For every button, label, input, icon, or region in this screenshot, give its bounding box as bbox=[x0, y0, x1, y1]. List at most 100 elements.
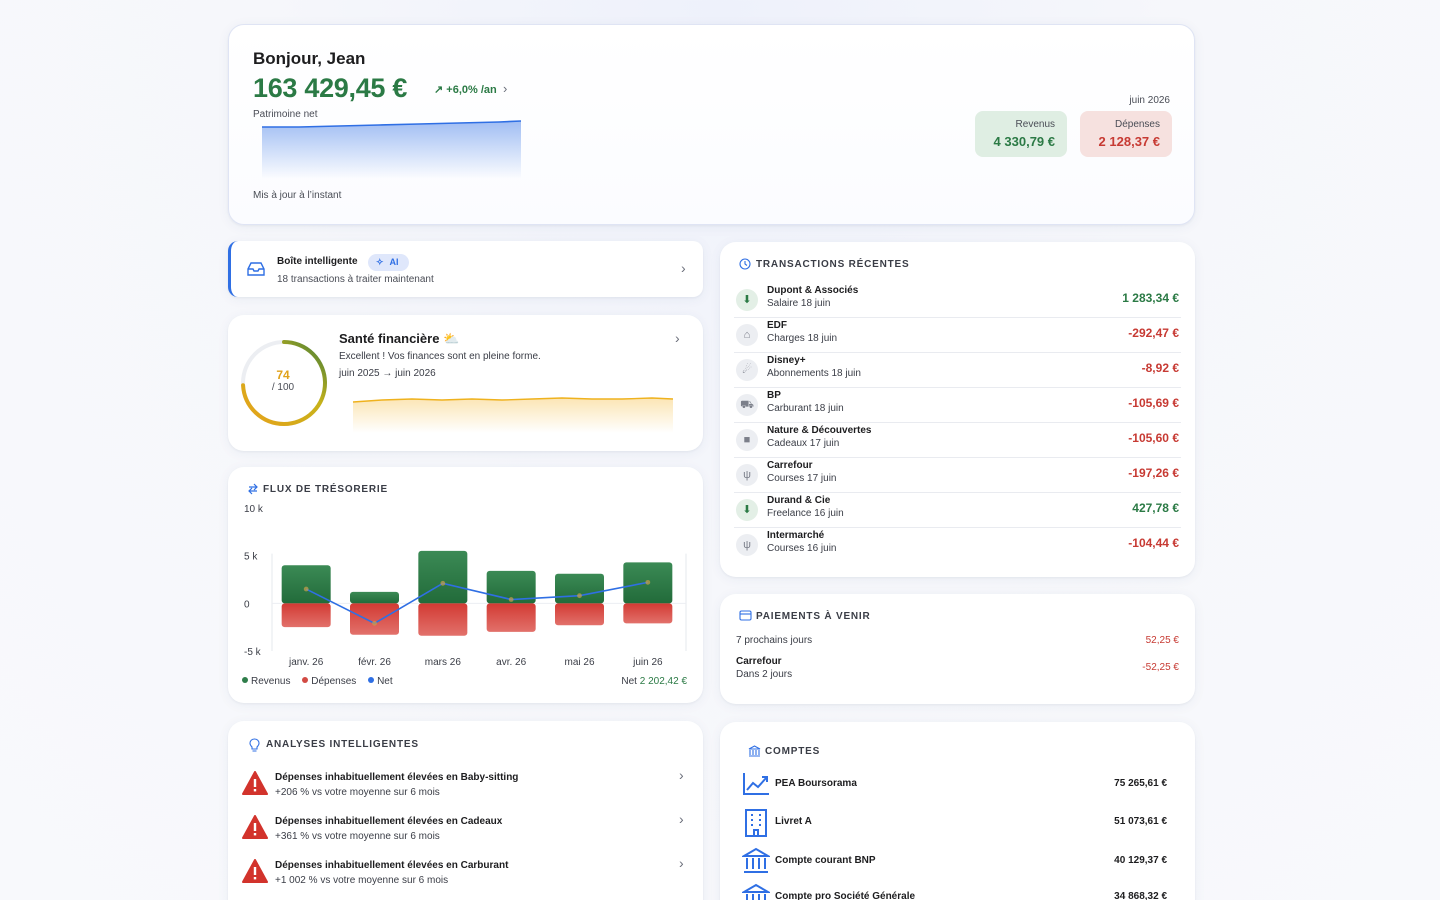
transaction-merchant: Dupont & Associés bbox=[767, 285, 859, 296]
insight-item[interactable]: Dépenses inhabituellement élevées en Bab… bbox=[228, 767, 703, 807]
net-point bbox=[577, 593, 582, 599]
net-total-value: 2 202,42 € bbox=[639, 676, 687, 687]
x-tick-label: juin 26 bbox=[632, 657, 663, 668]
x-tick-label: févr. 26 bbox=[358, 657, 391, 668]
insight-subtitle: +206 % vs votre moyenne sur 6 mois bbox=[275, 787, 440, 798]
transaction-row[interactable]: ⌂ EDF Charges 18 juin -292,47 € bbox=[734, 318, 1181, 353]
transaction-amount: -8,92 € bbox=[1141, 361, 1179, 375]
inbox-subtitle: 18 transactions à traiter maintenant bbox=[277, 274, 434, 285]
warning-icon bbox=[242, 859, 268, 883]
legend-income-label: Revenus bbox=[251, 676, 291, 687]
account-balance: 51 073,61 € bbox=[1114, 816, 1167, 827]
account-balance: 40 129,37 € bbox=[1114, 855, 1167, 866]
bank-icon bbox=[748, 745, 761, 757]
income-icon: ⬇ bbox=[736, 289, 758, 311]
health-score: 74 / 100 bbox=[263, 368, 303, 393]
income-bar bbox=[281, 565, 331, 604]
cash-flow-title: FLUX DE TRÉSORERIE bbox=[263, 484, 388, 495]
subscription-icon: ☄ bbox=[736, 359, 758, 381]
home-icon: ⌂ bbox=[736, 324, 758, 346]
chevron-right-icon[interactable]: › bbox=[681, 260, 686, 276]
income-label: Revenus bbox=[1015, 119, 1055, 130]
gift-icon: ■ bbox=[736, 429, 758, 451]
dot-icon bbox=[242, 677, 248, 683]
health-subtitle: Excellent ! Vos finances sont en pleine … bbox=[339, 351, 541, 362]
accounts-card: COMPTES PEA Boursorama 75 265,61 € Livre… bbox=[720, 722, 1195, 900]
net-worth-card: Bonjour, Jean 163 429,45 € ↗ +6,0% /an ›… bbox=[228, 24, 1195, 225]
financial-health-card[interactable]: 74 / 100 Santé financière ⛅ Excellent ! … bbox=[228, 315, 703, 451]
x-tick-label: janv. 26 bbox=[288, 657, 324, 668]
y-tick-label: 10 k bbox=[244, 504, 264, 515]
legend-expense-label: Dépenses bbox=[311, 676, 357, 687]
transaction-row[interactable]: ψ Carrefour Courses 17 juin -197,26 € bbox=[734, 458, 1181, 493]
insight-item[interactable]: Dépenses inhabituellement élevées en Car… bbox=[228, 855, 703, 895]
expense-bar bbox=[555, 603, 604, 626]
net-point bbox=[303, 586, 309, 592]
transaction-row[interactable]: ⬇ Durand & Cie Freelance 16 juin 427,78 € bbox=[734, 493, 1181, 528]
chevron-right-icon[interactable]: › bbox=[503, 81, 508, 96]
bank-icon bbox=[742, 847, 770, 873]
expense-bar bbox=[418, 603, 468, 636]
income-bar bbox=[418, 550, 468, 604]
net-line bbox=[305, 581, 648, 625]
transaction-amount: -104,44 € bbox=[1128, 536, 1179, 550]
upcoming-item-name[interactable]: Carrefour bbox=[736, 656, 782, 667]
income-summary[interactable]: Revenus 4 330,79 € bbox=[975, 111, 1067, 157]
net-worth-sparkline bbox=[262, 120, 522, 179]
legend-net-label: Net bbox=[377, 676, 393, 687]
dot-icon bbox=[302, 677, 309, 683]
insight-title: Dépenses inhabituellement élevées en Bab… bbox=[275, 772, 519, 783]
expense-value: 2 128,37 € bbox=[1098, 134, 1160, 149]
expense-bar bbox=[623, 603, 673, 624]
insight-subtitle: +1 002 % vs votre moyenne sur 6 mois bbox=[275, 875, 449, 886]
net-point bbox=[372, 620, 377, 626]
chevron-right-icon[interactable]: › bbox=[675, 330, 680, 346]
dot-icon bbox=[368, 677, 375, 683]
transaction-row[interactable]: ☄ Disney+ Abonnements 18 juin -8,92 € bbox=[734, 353, 1181, 388]
sun-cloud-icon: ⛅ bbox=[443, 331, 460, 346]
health-score-gauge bbox=[241, 340, 327, 426]
lightbulb-icon bbox=[249, 738, 260, 752]
account-row[interactable]: Compte courant BNP 40 129,37 € bbox=[740, 844, 1171, 880]
updated-text: Mis à jour à l’instant bbox=[253, 190, 342, 201]
insight-title: Dépenses inhabituellement élevées en Car… bbox=[275, 860, 509, 871]
health-sparkline bbox=[352, 397, 674, 433]
transaction-row[interactable]: ■ Nature & Découvertes Cadeaux 17 juin -105… bbox=[734, 423, 1181, 458]
account-row[interactable]: Livret A 51 073,61 € bbox=[740, 805, 1171, 841]
transaction-amount: 427,78 € bbox=[1132, 501, 1179, 515]
account-name: Compte courant BNP bbox=[775, 855, 876, 866]
smart-inbox-card[interactable]: Boîte intelligente ✧ AI 18 transactions à… bbox=[228, 241, 703, 297]
expense-summary[interactable]: Dépenses 2 128,37 € bbox=[1080, 111, 1172, 157]
x-tick-label: avr. 26 bbox=[496, 657, 526, 668]
ai-badge-label: AI bbox=[389, 257, 399, 267]
accounts-title: COMPTES bbox=[765, 746, 821, 757]
account-balance: 34 868,32 € bbox=[1114, 891, 1167, 900]
expense-bar bbox=[281, 603, 331, 628]
health-score-max: / 100 bbox=[271, 382, 295, 393]
account-name: Compte pro Société Générale bbox=[775, 891, 916, 900]
chevron-right-icon[interactable]: › bbox=[679, 855, 684, 871]
chart-legend: Revenus Dépenses Net bbox=[242, 676, 402, 687]
net-total: Net 2 202,42 € bbox=[621, 676, 687, 687]
account-row[interactable]: Compte pro Société Générale 34 868,32 € bbox=[740, 880, 1171, 900]
account-row[interactable]: PEA Boursorama 75 265,61 € bbox=[740, 767, 1171, 803]
transaction-category: Freelance 16 juin bbox=[767, 508, 844, 519]
transaction-category: Salaire 18 juin bbox=[767, 298, 831, 309]
insight-item[interactable]: Dépenses inhabituellement élevées en Cad… bbox=[228, 811, 703, 851]
transaction-amount: -105,69 € bbox=[1128, 396, 1179, 410]
inbox-icon bbox=[247, 262, 265, 276]
y-tick-label: -5 k bbox=[244, 647, 262, 658]
chevron-right-icon[interactable]: › bbox=[679, 811, 684, 827]
transaction-row[interactable]: ⛟ BP Carburant 18 juin -105,69 € bbox=[734, 388, 1181, 423]
chevron-right-icon[interactable]: › bbox=[679, 767, 684, 783]
upcoming-title: PAIEMENTS À VENIR bbox=[756, 611, 871, 622]
transaction-merchant: Nature & Découvertes bbox=[767, 425, 872, 436]
income-icon: ⬇ bbox=[736, 499, 758, 521]
period-label: juin 2026 bbox=[1129, 95, 1170, 106]
net-worth-value: 163 429,45 € bbox=[253, 73, 408, 103]
legend-income: Revenus bbox=[242, 676, 290, 687]
transaction-merchant: EDF bbox=[767, 320, 787, 331]
transaction-row[interactable]: ⬇ Dupont & Associés Salaire 18 juin 1 283,3… bbox=[734, 283, 1181, 318]
transaction-category: Carburant 18 juin bbox=[767, 403, 844, 414]
transaction-row[interactable]: ψ Intermarché Courses 16 juin -104,44 € bbox=[734, 528, 1181, 563]
